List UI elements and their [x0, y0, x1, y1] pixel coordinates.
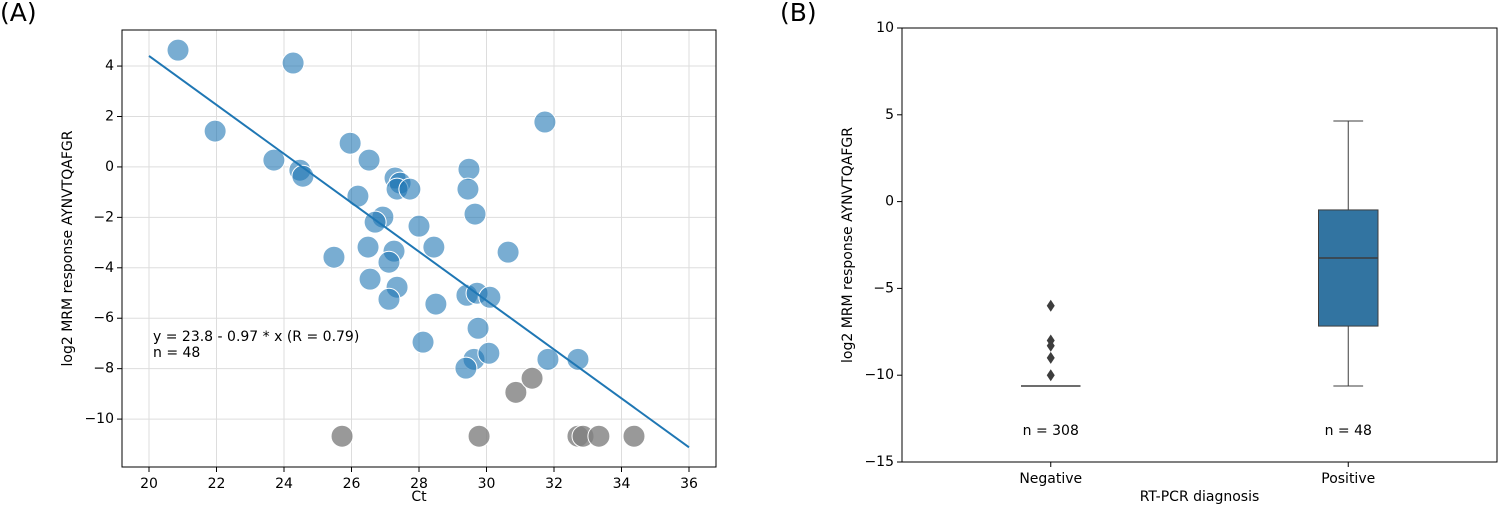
point: [533, 110, 557, 134]
point: [411, 330, 435, 354]
y-tick-label: −6: [93, 310, 114, 326]
y-tick-label: −10: [84, 411, 114, 427]
y-tick-label: 10: [876, 20, 894, 36]
axes-frame: [121, 29, 717, 468]
point: [322, 245, 346, 269]
y-tick-label: 2: [105, 108, 114, 124]
y-tick-label: 5: [885, 107, 894, 123]
point: [377, 250, 401, 274]
point: [463, 202, 487, 226]
fit-line: [148, 55, 690, 449]
point: [203, 119, 227, 143]
x-tick-label: 36: [680, 476, 698, 492]
x-tick-label: 30: [478, 476, 496, 492]
y-tick-label: −5: [873, 280, 894, 296]
point: [456, 177, 480, 201]
outlier: [1046, 369, 1055, 382]
x-tick-label: 34: [613, 476, 631, 492]
point: [477, 341, 501, 365]
point: [457, 157, 481, 181]
y-tick-label: −15: [864, 454, 894, 470]
point: [454, 356, 478, 380]
y-tick-label: −8: [93, 361, 114, 377]
point: [504, 380, 528, 404]
y-tick-label: −4: [93, 260, 114, 276]
y-tick-label: 4: [105, 58, 114, 74]
outlier: [1046, 351, 1055, 364]
x-tick-label: 20: [140, 476, 158, 492]
point: [587, 424, 611, 448]
x-tick-label: 32: [545, 476, 563, 492]
x-tick-label: 26: [343, 476, 361, 492]
point: [478, 285, 502, 309]
point: [357, 148, 381, 172]
y-tick-label: 0: [105, 159, 114, 175]
point: [356, 235, 380, 259]
point: [338, 131, 362, 155]
outlier: [1046, 299, 1055, 312]
point: [407, 214, 431, 238]
y-axis-label: log2 MRM response AYNVTQAFGR: [840, 127, 856, 363]
annotation: y = 23.8 - 0.97 * x (R = 0.79): [153, 329, 359, 345]
axes-frame: [901, 27, 1498, 463]
point: [262, 148, 286, 172]
x-tick-label: Negative: [1019, 471, 1082, 487]
y-tick-label: 0: [885, 194, 894, 210]
annotation: n = 308: [1023, 423, 1079, 439]
x-axis-label: Ct: [411, 489, 427, 505]
x-tick-label: 28: [410, 476, 428, 492]
point: [166, 38, 190, 62]
annotation: n = 48: [1325, 423, 1372, 439]
y-tick-label: −10: [864, 367, 894, 383]
x-tick-label: Positive: [1321, 471, 1375, 487]
point: [330, 424, 354, 448]
point: [358, 267, 382, 291]
point: [398, 177, 422, 201]
x-tick-label: 24: [275, 476, 293, 492]
y-tick-label: −2: [93, 209, 114, 225]
box: [1318, 209, 1379, 327]
point: [496, 240, 520, 264]
x-axis-label: RT-PCR diagnosis: [1140, 489, 1260, 505]
point: [424, 292, 448, 316]
point: [520, 366, 544, 390]
point: [377, 287, 401, 311]
panel-label: (B): [780, 0, 817, 27]
annotation: n = 48: [153, 345, 200, 361]
point: [422, 235, 446, 259]
point: [536, 347, 560, 371]
x-tick-label: 22: [208, 476, 226, 492]
y-axis-label: log2 MRM response AYNVTQAFGR: [60, 130, 76, 366]
point: [466, 316, 490, 340]
outlier: [1046, 339, 1055, 352]
point: [467, 424, 491, 448]
point: [622, 424, 646, 448]
panel-label: (A): [0, 0, 37, 27]
point: [346, 184, 370, 208]
point: [281, 51, 305, 75]
